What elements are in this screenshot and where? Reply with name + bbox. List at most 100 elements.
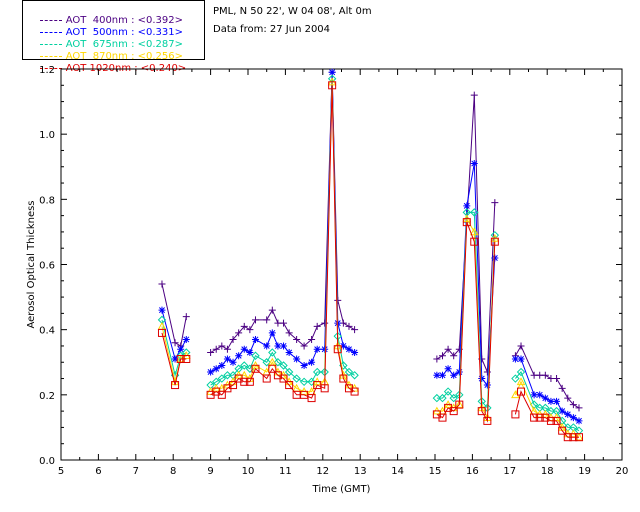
- series-2-marker: [449, 393, 458, 403]
- series-2-marker: [240, 361, 249, 370]
- x-tick-label: 7: [133, 466, 139, 477]
- series-aot-675nm: [157, 74, 584, 435]
- y-tick-label: 0.0: [39, 456, 55, 467]
- legend-line-870: [39, 55, 62, 57]
- series-1-marker: [547, 397, 555, 405]
- series-0-marker: [345, 322, 353, 330]
- series-1-marker: [536, 391, 544, 399]
- series-0-marker: [235, 329, 243, 337]
- legend-label-400: AOT 400nm : <0.392>: [65, 15, 183, 26]
- legend-item-500: AOT 500nm : <0.331>: [27, 15, 183, 38]
- series-2-marker: [438, 393, 447, 403]
- series-1-marker: [517, 355, 525, 363]
- series-0-marker: [218, 342, 226, 350]
- series-0-marker: [564, 394, 572, 402]
- series-0-marker: [285, 329, 293, 337]
- legend-line-400: [39, 19, 62, 21]
- series-1-marker: [212, 365, 220, 373]
- series-0-marker: [438, 352, 446, 360]
- series-1-marker: [171, 355, 179, 363]
- series-1-marker: [345, 345, 353, 353]
- series-0-marker: [553, 375, 561, 383]
- series-1-marker: [478, 375, 486, 383]
- series-0-marker: [313, 322, 321, 330]
- series-1-marker: [308, 358, 316, 366]
- series-2-marker: [344, 367, 354, 377]
- series-1-marker: [251, 335, 259, 343]
- series-4-marker: [171, 381, 180, 390]
- series-4-marker: [455, 400, 464, 409]
- series-4-marker: [438, 413, 447, 422]
- series-line: [161, 81, 580, 438]
- series-2-marker: [268, 348, 277, 357]
- series-2-marker: [262, 358, 271, 367]
- x-tick-label: 5: [58, 466, 64, 477]
- x-tick-label: 14: [391, 466, 404, 477]
- x-tick-label: 6: [95, 466, 101, 477]
- series-0-marker: [450, 352, 458, 360]
- series-4-marker: [339, 374, 348, 383]
- x-tick-label: 13: [354, 466, 367, 477]
- date-info: Data from: 27 Jun 2004: [213, 24, 331, 35]
- legend-line-675: [39, 43, 62, 45]
- x-tick-label: 19: [578, 466, 591, 477]
- series-4-marker: [285, 381, 294, 390]
- series-4-marker: [333, 345, 342, 354]
- site-info: PML, N 50 22', W 04 08', Alt 0m: [213, 6, 372, 17]
- series-1-marker: [246, 348, 254, 356]
- series-1-marker: [158, 306, 166, 314]
- series-0-marker: [541, 371, 549, 379]
- series-2-marker: [284, 367, 294, 377]
- series-1-marker: [483, 381, 491, 389]
- x-tick-label: 16: [466, 466, 479, 477]
- series-4-marker: [569, 433, 578, 442]
- series-1-marker: [240, 345, 248, 353]
- y-tick-label: 1.2: [39, 65, 55, 76]
- series-2-marker: [312, 367, 322, 377]
- series-4-marker: [279, 374, 288, 383]
- series-4-marker: [477, 407, 486, 416]
- x-tick-label: 9: [207, 466, 213, 477]
- series-2-marker: [292, 374, 301, 383]
- series-2-marker: [511, 374, 520, 383]
- series-0-marker: [280, 319, 288, 327]
- series-4-marker: [307, 394, 316, 403]
- series-3-marker: [469, 227, 479, 236]
- series-0-marker: [433, 355, 441, 363]
- x-tick-label: 11: [279, 466, 292, 477]
- series-0-marker: [293, 335, 301, 343]
- series-1-marker: [313, 345, 321, 353]
- series-4-marker: [517, 387, 526, 396]
- x-tick-label: 20: [616, 466, 629, 477]
- series-1-marker: [218, 362, 226, 370]
- series-1-marker: [263, 342, 271, 350]
- series-1-marker: [491, 254, 499, 262]
- y-tick-label: 1.0: [39, 130, 55, 141]
- series-2-marker: [516, 367, 526, 377]
- series-2-marker: [273, 358, 283, 367]
- series-2-marker: [223, 371, 232, 380]
- series-4-marker: [483, 416, 492, 425]
- series-0-marker: [263, 316, 271, 324]
- y-axis-label: Aerosol Optical Thickness: [26, 200, 37, 328]
- series-1-marker: [455, 368, 463, 376]
- series-aot-1020nm: [157, 81, 583, 442]
- series-0-marker: [470, 91, 478, 99]
- series-1-marker: [280, 342, 288, 350]
- series-4-marker: [251, 364, 260, 373]
- series-1-marker: [321, 345, 329, 353]
- series-0-marker: [300, 342, 308, 350]
- series-2-marker: [279, 361, 288, 370]
- series-0-marker: [351, 326, 359, 334]
- series-4-marker: [262, 374, 271, 383]
- series-0-marker: [444, 345, 452, 353]
- series-1-marker: [553, 397, 561, 405]
- series-4-marker: [176, 354, 185, 363]
- series-0-marker: [569, 401, 577, 409]
- legend-line-1020: [39, 67, 62, 69]
- series-1-marker: [558, 407, 566, 415]
- series-0-marker: [246, 326, 254, 334]
- series-1-marker: [229, 358, 237, 366]
- plot-frame: [60, 68, 623, 461]
- series-0-marker: [223, 345, 231, 353]
